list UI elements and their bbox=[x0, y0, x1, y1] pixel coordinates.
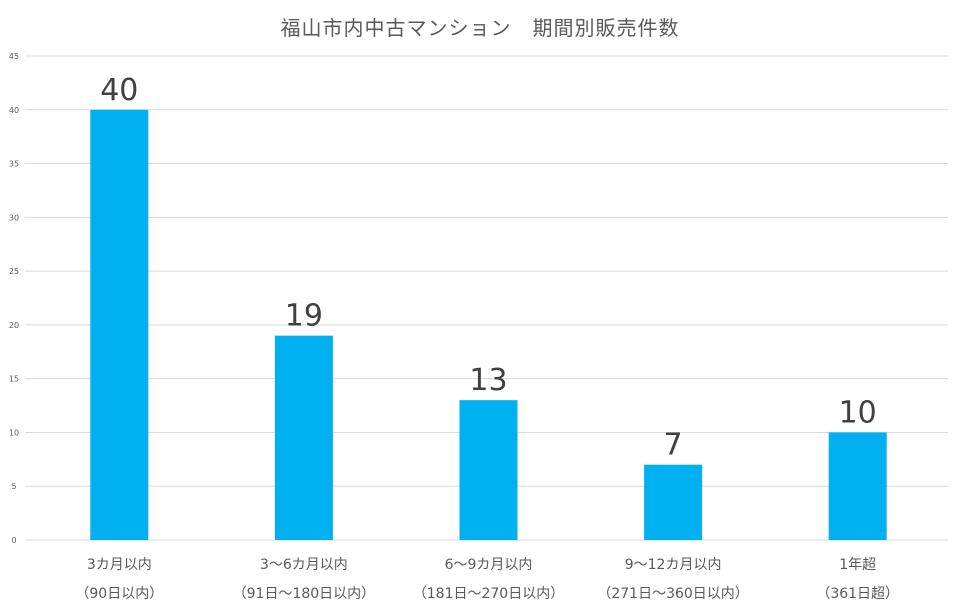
data-labels: 40 19 13 7 10 bbox=[100, 73, 877, 463]
x-tick-label-3-line1: 9～12カ月以内 bbox=[625, 557, 722, 573]
bar-0 bbox=[90, 109, 149, 541]
x-axis-labels: 3カ月以内 （90日以内） 3～6カ月以内 （91日～180日以内） 6～9カ月以内 （1… bbox=[75, 557, 899, 602]
y-tick-label-45: 45 bbox=[9, 52, 19, 61]
y-tick-label-15: 15 bbox=[9, 375, 19, 384]
chart-title: 福山市内中古マンション 期間別販売件数 bbox=[280, 16, 680, 40]
data-label-1: 19 bbox=[285, 299, 323, 334]
x-tick-label-2-line1: 6～9カ月以内 bbox=[445, 557, 533, 573]
y-tick-label-5: 5 bbox=[11, 482, 16, 491]
x-tick-label-1-line1: 3～6カ月以内 bbox=[260, 557, 348, 573]
bars bbox=[90, 109, 887, 541]
x-tick-label-4-line1: 1年超 bbox=[839, 557, 876, 573]
x-tick-label-0-line1: 3カ月以内 bbox=[87, 557, 152, 573]
y-axis-ticks: 0 5 10 15 20 25 30 35 40 45 bbox=[9, 52, 19, 545]
y-tick-label-40: 40 bbox=[9, 106, 19, 115]
data-label-0: 40 bbox=[100, 73, 138, 108]
data-label-2: 13 bbox=[469, 363, 507, 398]
x-tick-label-0-line2: （90日以内） bbox=[75, 586, 163, 602]
y-tick-label-20: 20 bbox=[9, 321, 19, 330]
y-tick-label-10: 10 bbox=[9, 428, 19, 437]
y-tick-label-30: 30 bbox=[9, 213, 19, 222]
y-tick-label-0: 0 bbox=[11, 536, 16, 545]
x-tick-label-4-line2: （361日超） bbox=[816, 586, 899, 602]
data-label-4: 10 bbox=[839, 395, 877, 430]
bar-2 bbox=[459, 400, 518, 540]
x-tick-label-1-line2: （91日～180日以内） bbox=[233, 586, 376, 602]
bar-1 bbox=[274, 335, 333, 540]
y-tick-label-35: 35 bbox=[9, 160, 19, 169]
bar-3 bbox=[644, 464, 703, 540]
y-tick-label-25: 25 bbox=[9, 267, 19, 276]
data-label-3: 7 bbox=[664, 428, 683, 463]
bar-4 bbox=[828, 432, 887, 540]
x-tick-label-3-line2: （271日～360日以内） bbox=[597, 586, 748, 602]
x-tick-label-2-line2: （181日～270日以内） bbox=[413, 586, 564, 602]
